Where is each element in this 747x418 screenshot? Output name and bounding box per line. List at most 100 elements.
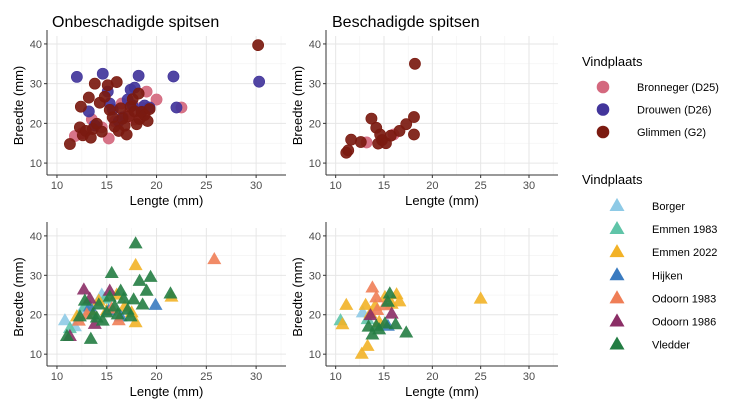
legend-item: Emmen 2022	[609, 244, 717, 259]
y-axis-title: Breedte (mm)	[11, 257, 26, 336]
y-tick-label: 20	[309, 118, 321, 130]
data-point	[363, 307, 378, 321]
legend-label: Odoorn 1983	[652, 293, 716, 305]
x-tick-label: 10	[330, 371, 342, 383]
data-point	[95, 125, 108, 138]
data-point	[252, 39, 265, 52]
data-point	[77, 293, 92, 306]
legend-item: Emmen 1983	[609, 221, 717, 236]
data-point	[167, 70, 180, 83]
data-point	[150, 93, 163, 106]
data-point	[87, 316, 102, 329]
data-point	[59, 328, 74, 342]
data-point	[76, 282, 91, 295]
x-tick-label: 20	[426, 371, 438, 383]
y-tick-label: 30	[309, 270, 321, 282]
data-point	[380, 294, 395, 307]
data-point	[135, 297, 150, 310]
legend-1: Vindplaats Bronneger (D25) Drouwen (D26) Gl…	[582, 54, 719, 139]
panel-4: 10 15 20 25 30 10 20 30 40 Lengte (mm) Breedte (mm…	[290, 222, 558, 399]
data-point	[148, 297, 163, 310]
data-point	[143, 269, 158, 282]
x-tick-label: 20	[150, 371, 162, 383]
y-tick-label: 10	[309, 349, 321, 361]
legend-label: Drouwen (D26)	[637, 105, 712, 117]
series-odoorn-1986	[363, 306, 399, 321]
y-tick-label: 20	[30, 118, 42, 130]
x-tick-label: 20	[150, 180, 162, 192]
legend-key	[609, 336, 625, 350]
y-axis-title: Breedte (mm)	[11, 66, 26, 145]
x-tick-label: 15	[378, 180, 390, 192]
data-point	[354, 346, 369, 359]
data-point	[473, 291, 488, 304]
data-point	[377, 316, 392, 329]
legend-2: Vindplaats Borger Emmen 1983 Emmen 2022 Hijk…	[582, 172, 717, 352]
data-point	[408, 111, 420, 123]
x-tick-label: 30	[250, 371, 262, 383]
y-axis-title: Breedte (mm)	[290, 66, 305, 145]
x-tick-label: 25	[200, 371, 212, 383]
x-tick-label: 15	[378, 371, 390, 383]
series-glimmen-g2-	[340, 57, 421, 159]
legend-label: Hijken	[652, 270, 683, 282]
data-point	[360, 338, 375, 351]
data-point	[384, 306, 399, 319]
legend-label: Emmen 1983	[652, 224, 717, 236]
data-point	[141, 115, 154, 127]
data-point	[370, 302, 385, 316]
y-tick-label: 10	[309, 158, 321, 170]
data-point	[143, 103, 156, 115]
data-point	[123, 309, 138, 322]
data-point	[128, 257, 143, 271]
data-point	[83, 331, 98, 344]
legend-key	[609, 267, 625, 281]
x-tick-label: 10	[51, 180, 63, 192]
panel-title: Onbeschadigde spitsen	[52, 14, 219, 31]
data-point	[339, 297, 354, 310]
series-glimmen-g2-	[64, 39, 265, 150]
y-tick-label: 40	[309, 39, 321, 51]
legend-label: Bronneger (D25)	[637, 82, 719, 94]
legend-key	[609, 197, 625, 211]
legend-label: Glimmen (G2)	[637, 127, 706, 139]
y-axis-title: Breedte (mm)	[290, 257, 305, 336]
data-point	[207, 251, 222, 265]
x-tick-label: 25	[200, 180, 212, 192]
data-point	[358, 297, 373, 310]
x-axis-title: Lengte (mm)	[405, 384, 479, 399]
legend-label: Odoorn 1986	[652, 317, 716, 329]
data-point	[132, 69, 145, 82]
data-point	[382, 286, 397, 299]
legend-item: Drouwen (D26)	[596, 103, 712, 117]
legend-title: Vindplaats	[582, 172, 643, 187]
data-point	[98, 90, 111, 103]
legend-title: Vindplaats	[582, 54, 643, 69]
y-tick-label: 40	[30, 231, 42, 243]
data-point	[70, 71, 83, 83]
data-point	[253, 75, 266, 88]
legend-key	[596, 103, 610, 116]
data-point	[345, 133, 358, 146]
data-point	[392, 294, 407, 307]
data-point	[139, 283, 154, 296]
x-axis-title: Lengte (mm)	[130, 193, 204, 208]
panel-1: 10 15 20 25 30 10 20 30 40 Onbeschadigde spitsen L…	[11, 14, 286, 208]
legend-key	[596, 80, 610, 94]
data-point	[64, 138, 76, 150]
data-point	[126, 292, 141, 305]
data-point	[128, 236, 143, 249]
data-point	[369, 290, 384, 303]
x-tick-label: 10	[51, 371, 63, 383]
data-point	[365, 327, 380, 340]
data-point	[82, 91, 95, 104]
x-tick-label: 10	[330, 180, 342, 192]
legend-item: Glimmen (G2)	[596, 125, 706, 139]
panel-3: 10 15 20 25 30 10 20 30 40 Lengte (mm) Breedte (mm…	[11, 222, 286, 399]
y-tick-label: 10	[30, 349, 42, 361]
data-point	[72, 309, 87, 322]
data-point	[163, 286, 178, 299]
data-point	[116, 291, 131, 304]
y-tick-label: 30	[309, 79, 321, 91]
